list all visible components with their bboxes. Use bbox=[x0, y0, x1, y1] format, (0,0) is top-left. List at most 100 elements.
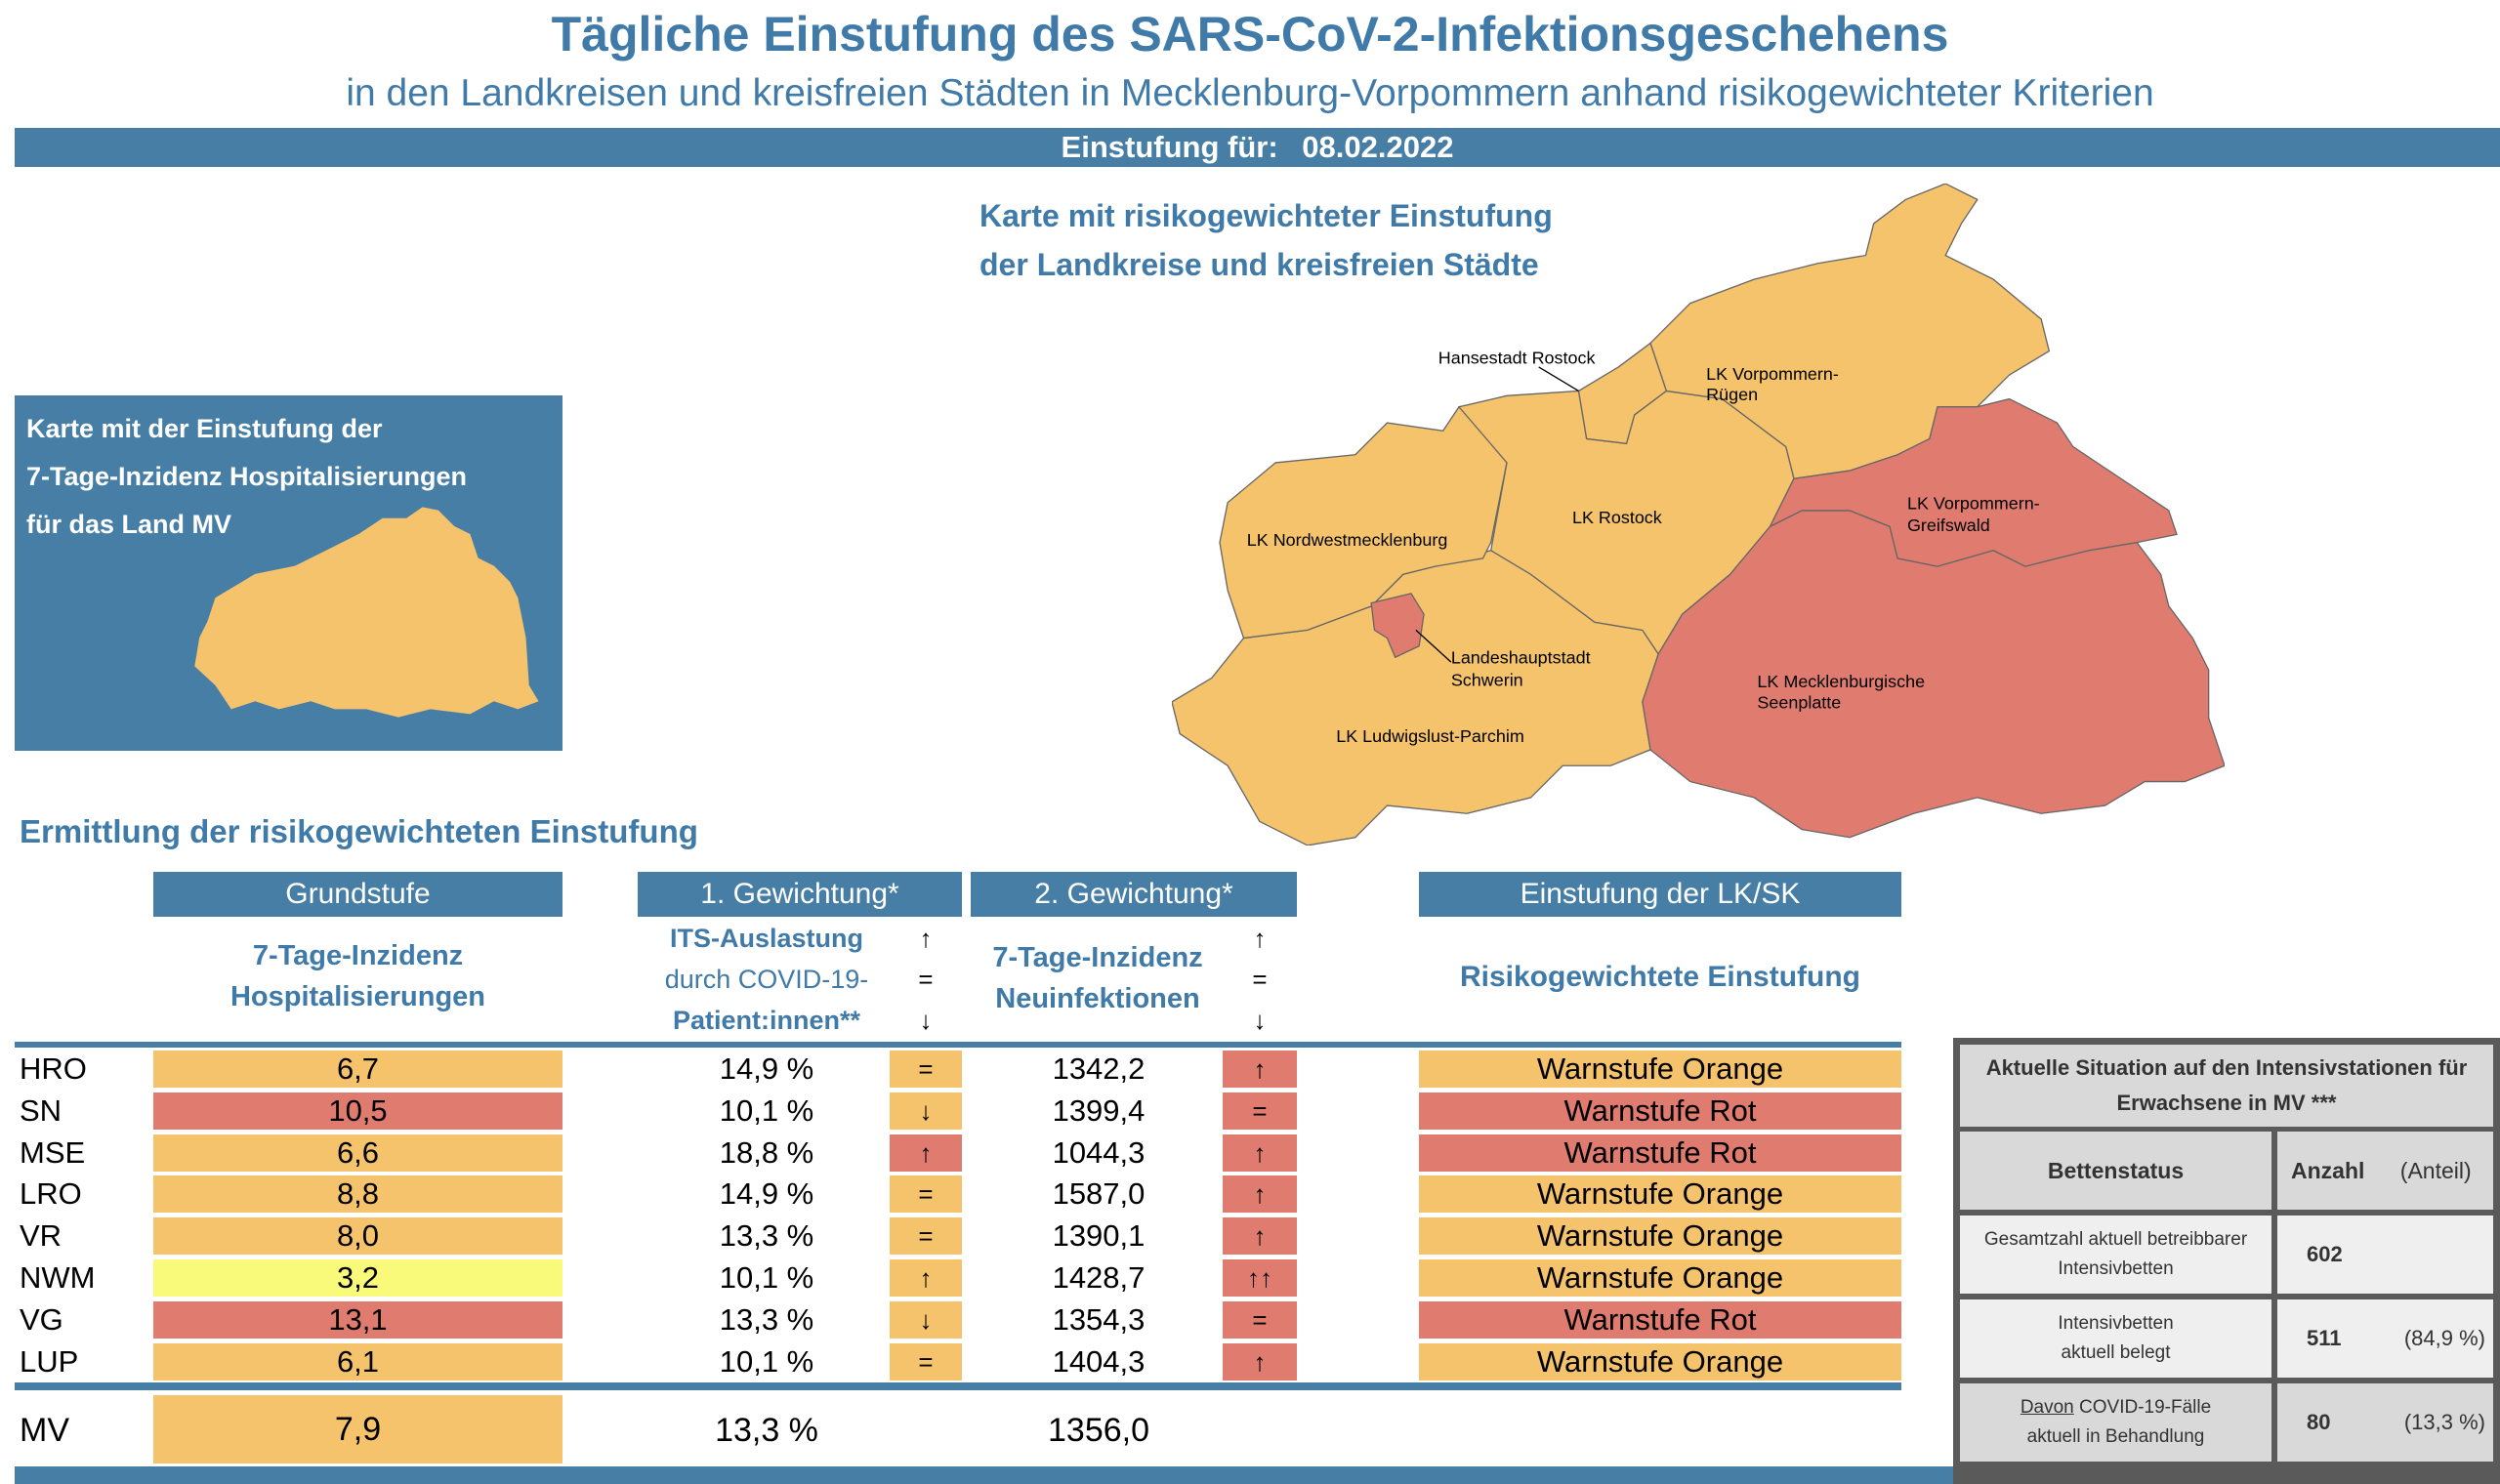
label-vg-1: LK Vorpommern- bbox=[1907, 493, 2040, 513]
caption-line1: Karte mit der Einstufung der bbox=[26, 414, 383, 443]
icu-label-line2: aktuell belegt bbox=[2061, 1342, 2171, 1363]
icu-row-label: Gesamtzahl aktuell betreibbarer Intensivb… bbox=[1960, 1216, 2271, 1294]
its-trend-icon: ↑ bbox=[890, 1259, 962, 1297]
icu-title: Aktuelle Situation auf den Intensivstati… bbox=[1960, 1045, 2493, 1127]
label-vr-2: Rügen bbox=[1706, 385, 1758, 404]
its-trend-icon: = bbox=[890, 1051, 962, 1088]
icu-situation-panel: Aktuelle Situation auf den Intensivstati… bbox=[1953, 1038, 2500, 1484]
neu-trend-icon: ↑ bbox=[1223, 1051, 1297, 1088]
neu-trend-icon: ↑ bbox=[1223, 1342, 1297, 1381]
section-title: Ermittlung der risikogewichteten Einstuf… bbox=[20, 813, 698, 849]
its-arrow-legend: ↑ = ↓ bbox=[890, 918, 962, 1041]
label-vr-1: LK Vorpommern- bbox=[1706, 364, 1839, 384]
icu-count: 511 bbox=[2307, 1326, 2342, 1350]
icu-label-underlined: Davon bbox=[2020, 1397, 2074, 1418]
sn-leader-line bbox=[1415, 629, 1452, 663]
icu-label-line1: Intensivbetten bbox=[2058, 1313, 2174, 1334]
label-sn-1: Landeshauptstadt bbox=[1451, 648, 1591, 668]
label-hro: Hansestadt Rostock bbox=[1438, 349, 1596, 368]
row-code: MV bbox=[20, 1412, 69, 1449]
date-value: 08.02.2022 bbox=[1302, 130, 1454, 164]
icu-row-values: 80 (13,3 %) bbox=[2277, 1383, 2493, 1462]
einstufung-badge: Warnstufe Orange bbox=[1419, 1342, 1901, 1381]
icu-share: (84,9 %) bbox=[2403, 1326, 2485, 1350]
einstufung-badge: Warnstufe Rot bbox=[1419, 1300, 1901, 1339]
its-value: 10,1 % bbox=[719, 1092, 814, 1128]
label-sn-2: Schwerin bbox=[1451, 671, 1523, 690]
row-code: SN bbox=[20, 1092, 62, 1128]
neuinfektionen-value: 1404,3 bbox=[1052, 1343, 1146, 1379]
map-title-line1: Karte mit risikogewichteter Einstufung bbox=[979, 198, 1553, 233]
neu-trend-icon: ↑ bbox=[1223, 1134, 1297, 1172]
icu-row-values: 511 (84,9 %) bbox=[2277, 1299, 2493, 1378]
einstufung-badge: Warnstufe Orange bbox=[1419, 1051, 1901, 1088]
subheader-neuinfektionen: 7-Tage-Inzidenz Neuinfektionen bbox=[971, 937, 1225, 1019]
caption-line2: 7-Tage-Inzidenz Hospitalisierungen bbox=[26, 462, 468, 491]
neuinfektionen-value: 1044,3 bbox=[1052, 1134, 1146, 1170]
label-lup: LK Ludwigslust-Parchim bbox=[1336, 726, 1524, 746]
icu-title-line1: Aktuelle Situation auf den Intensivstati… bbox=[1985, 1055, 2468, 1080]
hro-leader-line bbox=[1538, 366, 1579, 392]
icu-share: (13,3 %) bbox=[2403, 1410, 2485, 1434]
state-shape bbox=[194, 507, 539, 718]
page-subtitle: in den Landkreisen und kreisfreien Städt… bbox=[346, 72, 2154, 114]
einstufung-badge: Warnstufe Orange bbox=[1419, 1175, 1901, 1214]
icu-label-line1: Gesamtzahl aktuell betreibbarer bbox=[1983, 1229, 2248, 1250]
region-vg bbox=[1769, 397, 2178, 567]
grundstufe-value: 3,2 bbox=[153, 1259, 562, 1297]
icu-col-status: Bettenstatus bbox=[1960, 1132, 2271, 1210]
grundstufe-value: 10,5 bbox=[153, 1092, 562, 1130]
its-trend-icon: = bbox=[890, 1342, 962, 1381]
caption-line3: für das Land MV bbox=[26, 510, 232, 539]
einstufung-badge: Warnstufe Orange bbox=[1419, 1259, 1901, 1297]
neuinfektionen-value: 1354,3 bbox=[1052, 1301, 1146, 1337]
neu-trend-icon: = bbox=[1223, 1300, 1297, 1339]
its-value: 13,3 % bbox=[719, 1218, 814, 1254]
row-code: LRO bbox=[20, 1176, 82, 1212]
its-value: 13,3 % bbox=[719, 1301, 814, 1337]
its-trend-icon: ↓ bbox=[890, 1300, 962, 1339]
header-einstufung: Einstufung der LK/SK bbox=[1419, 872, 1901, 917]
icu-count: 80 bbox=[2307, 1410, 2331, 1434]
subheader-its: ITS-Auslastung durch COVID-19- Patient:i… bbox=[605, 918, 928, 1041]
neuinfektionen-value: 1390,1 bbox=[1052, 1218, 1146, 1254]
neu-trend-icon: ↑ bbox=[1223, 1217, 1297, 1256]
subheader-line: Patient:innen** bbox=[672, 1006, 861, 1035]
header-grundstufe: Grundstufe bbox=[153, 872, 562, 917]
its-value: 14,9 % bbox=[719, 1051, 814, 1086]
header-gewichtung-2: 2. Gewichtung* bbox=[971, 872, 1297, 917]
subheader-line: Hospitalisierungen bbox=[229, 981, 486, 1012]
state-hospitalization-map-box: Karte mit der Einstufung der 7-Tage-Inzi… bbox=[15, 395, 562, 751]
arrow-up-icon: ↑ bbox=[919, 924, 933, 953]
district-risk-map: Hansestadt Rostock LK Vorpommern- Rügen … bbox=[1172, 184, 2225, 845]
icu-label-line1: COVID-19-Fälle bbox=[2073, 1397, 2212, 1418]
subheader-line: durch COVID-19- bbox=[664, 965, 869, 994]
its-value: 14,9 % bbox=[719, 1176, 814, 1212]
einstufung-badge: Warnstufe Rot bbox=[1419, 1134, 1901, 1172]
icu-row-label: Davon COVID-19-Fälle aktuell in Behandlun… bbox=[1960, 1383, 2271, 1462]
its-value: 10,1 % bbox=[719, 1260, 814, 1295]
icu-label-line2: aktuell in Behandlung bbox=[2026, 1426, 2205, 1447]
date-label: Einstufung für: bbox=[1061, 130, 1278, 164]
icu-col-count-header: Anzahl (Anteil) bbox=[2277, 1132, 2493, 1210]
label-nwm: LK Nordwestmecklenburg bbox=[1247, 530, 1448, 550]
page-title: Tägliche Einstufung des SARS-CoV-2-Infek… bbox=[551, 7, 1949, 62]
row-code: HRO bbox=[20, 1051, 87, 1086]
table-divider-bottom bbox=[15, 1382, 1901, 1390]
subheader-line: Neuinfektionen bbox=[995, 983, 1200, 1014]
its-trend-icon: = bbox=[890, 1175, 962, 1214]
its-trend-icon: ↓ bbox=[890, 1092, 962, 1130]
subheader-line: 7-Tage-Inzidenz bbox=[252, 940, 464, 971]
total-neuinfektionen: 1356,0 bbox=[1048, 1412, 1149, 1449]
label-mse-2: Seenplatte bbox=[1757, 692, 1841, 712]
neuinfektionen-value: 1428,7 bbox=[1052, 1260, 1146, 1295]
region-nwm bbox=[1219, 397, 1508, 639]
subheader-line: 7-Tage-Inzidenz bbox=[992, 942, 1203, 973]
icu-row-values: 602 bbox=[2277, 1216, 2493, 1294]
its-value: 18,8 % bbox=[719, 1134, 814, 1170]
state-map-mv bbox=[194, 507, 539, 718]
grundstufe-value: 6,7 bbox=[153, 1051, 562, 1088]
arrow-down-icon: ↓ bbox=[1253, 1006, 1267, 1035]
its-value: 10,1 % bbox=[719, 1343, 814, 1379]
row-code: LUP bbox=[20, 1343, 79, 1379]
